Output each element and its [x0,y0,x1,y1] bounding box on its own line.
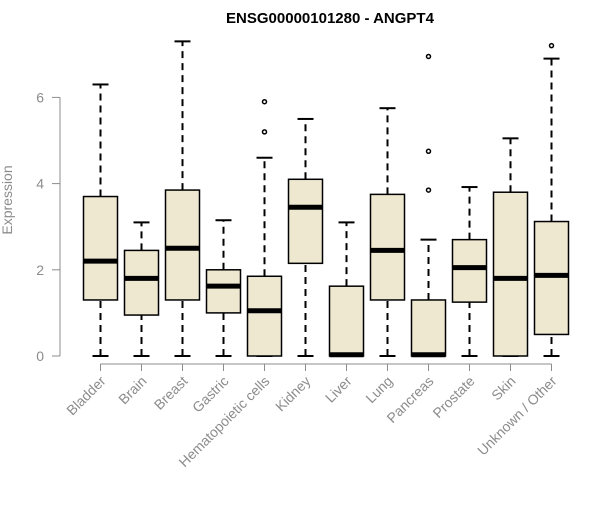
box-group [164,40,201,357]
y-tick-label: 6 [36,89,44,105]
y-axis: 0 2 4 6 [36,89,61,364]
box-iqr [246,275,283,357]
box-iqr [164,189,201,301]
y-tick-label: 4 [36,176,44,192]
y-axis-label: Expression [0,165,15,234]
box-iqr [205,269,242,314]
box-group [369,107,406,357]
box-iqr [369,193,406,301]
x-tick-label: Lung [362,373,395,406]
x-tick-label: Kidney [272,373,314,415]
x-tick-label: Bladder [63,373,109,419]
box-iqr [82,195,119,301]
x-tick-label: Prostate [429,373,477,421]
y-tick-label: 2 [36,262,44,278]
outlier-point [548,42,555,49]
x-tick-label: Breast [151,373,191,413]
box-group [287,117,324,357]
outlier-point [425,187,432,193]
box-group [328,221,365,358]
x-tick-label: Liver [322,373,355,406]
box-iqr [328,285,365,357]
y-tick-label: 0 [36,348,44,364]
box-iqr [287,178,324,265]
outlier-point [425,53,432,60]
box-group [246,98,283,357]
box-iqr [533,220,570,336]
outlier-point [425,148,432,155]
outlier-point [261,98,268,105]
box-iqr [492,191,529,357]
box-group [410,53,447,358]
plot-marks [82,40,570,358]
box-group [451,186,488,357]
box-iqr [451,238,488,303]
x-tick-label: Brain [115,373,149,407]
box-group [533,42,570,357]
box-group [205,219,242,357]
outlier-point [261,129,268,135]
box-group [123,221,160,357]
box-group [82,83,119,357]
box-iqr [123,249,160,316]
chart-title: ENSG00000101280 - ANGPT4 [226,10,435,27]
box-group [492,137,529,357]
x-tick-label: Skin [488,373,519,404]
box-iqr [410,299,447,357]
